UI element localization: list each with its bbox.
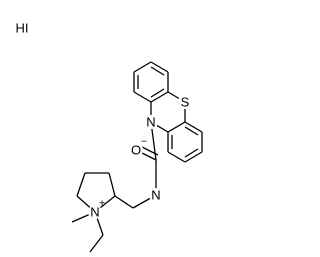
label-bg: [178, 95, 192, 109]
label-bg: [144, 115, 158, 129]
atom-label: N: [90, 205, 99, 220]
label-bg: [149, 188, 163, 202]
atom-labels: HI S O − N N N +: [16, 21, 192, 220]
atom-label: N: [151, 188, 160, 203]
atom-charge: −: [141, 137, 147, 148]
salt-label: HI: [16, 21, 29, 36]
structure-diagram: HI S O − N N N +: [16, 21, 203, 253]
label-bg: [88, 205, 102, 219]
atom-label: N: [146, 115, 155, 130]
label-bg: [129, 143, 143, 157]
atom-charge: +: [99, 199, 105, 210]
atom-label: S: [181, 95, 190, 110]
atom-label: O: [131, 143, 141, 158]
